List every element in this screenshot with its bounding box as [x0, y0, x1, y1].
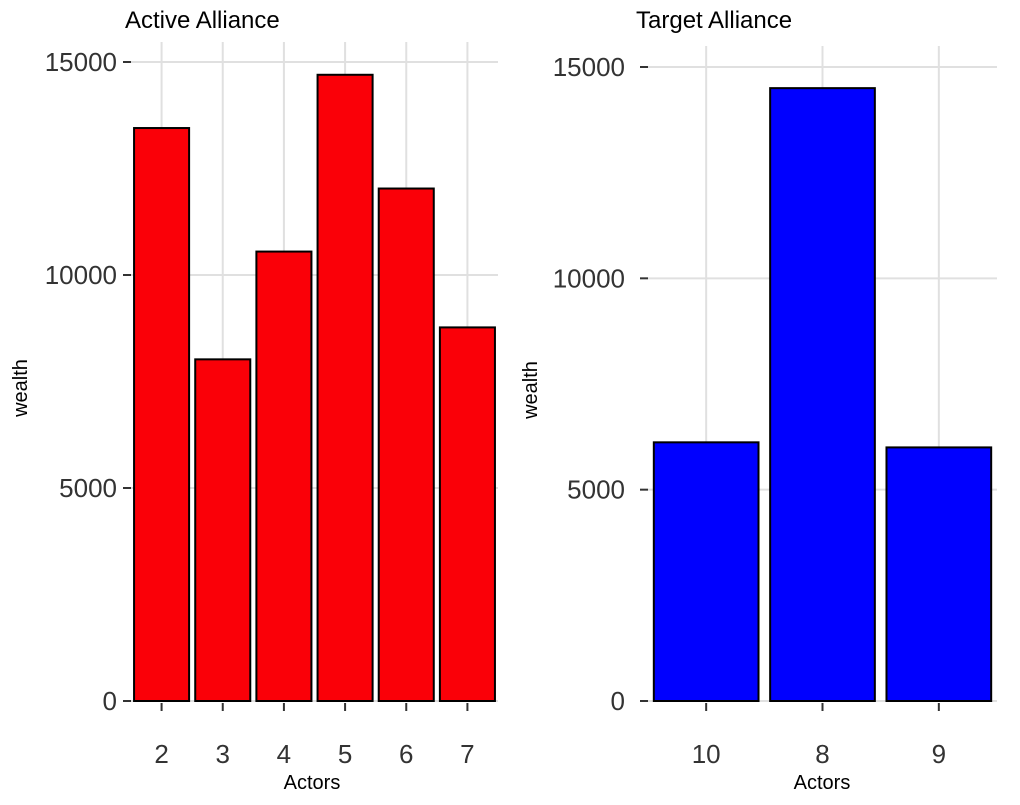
y-tick-label: 10000	[553, 263, 625, 293]
y-tick-label: 0	[103, 686, 117, 716]
bar-actor-3	[194, 358, 252, 702]
x-tick-label: 5	[338, 739, 352, 769]
chart-title: Target Alliance	[636, 7, 792, 34]
bar-actor-5	[316, 73, 374, 702]
bars	[652, 87, 993, 702]
x-axis: 10 8 9	[692, 703, 946, 769]
x-tick-label: 4	[277, 739, 291, 769]
y-axis-title: wealth	[10, 359, 32, 418]
x-axis: 2 3 4 5 6 7	[154, 703, 475, 769]
x-axis-title: Actors	[794, 772, 851, 794]
bar-actor-2	[133, 127, 191, 702]
x-tick-label: 3	[216, 739, 230, 769]
bar-actor-7	[438, 326, 496, 702]
bar-actor-4	[255, 250, 313, 702]
x-tick-label: 8	[815, 739, 829, 769]
chart-title: Active Alliance	[125, 7, 280, 34]
y-tick-label: 0	[611, 686, 625, 716]
bars	[133, 73, 496, 703]
x-tick-label: 2	[154, 739, 168, 769]
bar-actor-6	[377, 187, 435, 703]
y-axis-title: wealth	[520, 361, 542, 420]
y-tick-label: 10000	[45, 260, 117, 290]
bar-actor-10	[652, 441, 760, 702]
x-tick-label: 7	[460, 739, 474, 769]
x-axis-title: Actors	[284, 772, 341, 794]
target-alliance-panel: Target Alliance 0 5000 10000 15000 10 8 9 Act…	[520, 7, 997, 794]
x-tick-label: 10	[692, 739, 721, 769]
x-tick-label: 9	[932, 739, 946, 769]
bar-actor-8	[769, 87, 876, 702]
active-alliance-panel: Active Alliance 0 5000 10000 15000 2 3 4 5 6 7 A…	[10, 7, 498, 794]
y-tick-label: 15000	[45, 47, 117, 77]
y-tick-label: 15000	[553, 52, 625, 82]
bar-actor-9	[885, 446, 993, 702]
y-axis: 0 5000 10000 15000	[45, 47, 131, 716]
y-tick-label: 5000	[59, 473, 117, 503]
y-tick-label: 5000	[567, 475, 625, 505]
y-axis: 0 5000 10000 15000	[553, 52, 648, 716]
x-tick-label: 6	[399, 739, 413, 769]
